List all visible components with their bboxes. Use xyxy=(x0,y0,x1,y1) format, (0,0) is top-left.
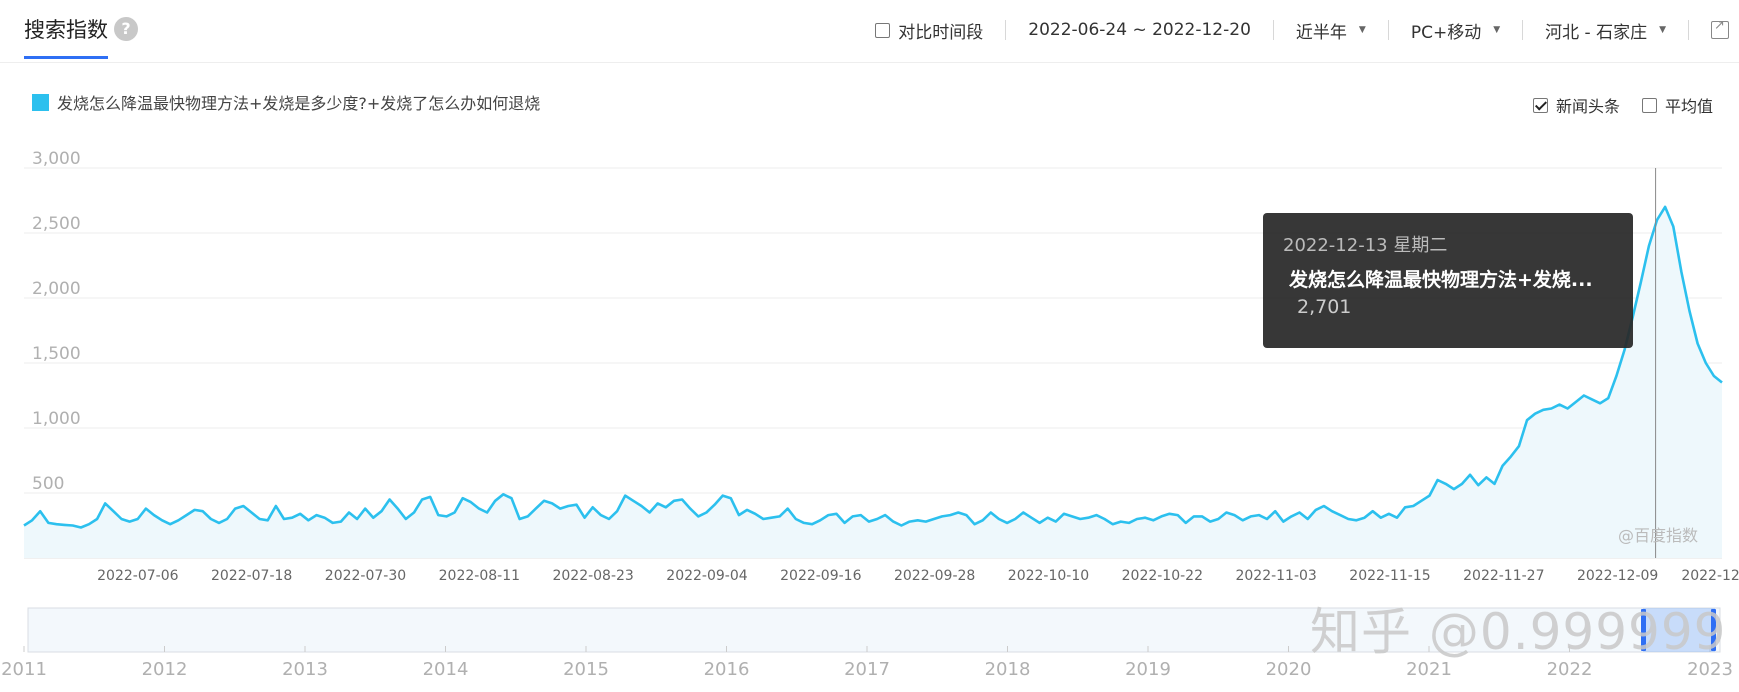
x-tick-label: 2022-09-04 xyxy=(666,568,747,584)
divider xyxy=(1005,20,1007,40)
divider xyxy=(1522,20,1524,40)
navigator-year-label: 2015 xyxy=(563,659,609,680)
region-label: 河北 - 石家庄 xyxy=(1545,22,1648,43)
credit-watermark: 知乎 @0.999999 xyxy=(1310,603,1727,661)
news-toggle[interactable]: 新闻头条 xyxy=(1532,93,1620,117)
navigator-year-label: 2021 xyxy=(1406,659,1452,680)
divider xyxy=(1272,20,1274,40)
x-tick-label: 2022-08-23 xyxy=(552,568,633,584)
x-tick-label: 2022-11-03 xyxy=(1235,568,1316,584)
legend-swatch xyxy=(32,93,49,111)
navigator-year-label: 2019 xyxy=(1125,659,1171,680)
divider xyxy=(1688,20,1689,40)
x-tick-label: 2022-11-15 xyxy=(1349,568,1430,584)
divider xyxy=(1387,20,1389,40)
header-bar: 搜索指数 ? 对比时间段 2022-06-24 ~ 2022-12-20 近半年… xyxy=(0,0,1739,63)
x-tick-label: 2022-07-06 xyxy=(97,568,178,584)
navigator-year-label: 2022 xyxy=(1547,659,1593,680)
question-icon[interactable]: ? xyxy=(114,17,138,41)
navigator-year-label: 2017 xyxy=(844,659,890,680)
y-tick-label: 3,000 xyxy=(32,149,81,169)
x-tick-label: 2022-08-11 xyxy=(439,568,520,584)
x-tick-label: 2022-09-28 xyxy=(894,568,975,584)
navigator-handle-left[interactable] xyxy=(1641,609,1646,651)
legend-series-name: 发烧怎么降温最快物理方法+发烧是多少度?+发烧了怎么办如何退烧 xyxy=(57,94,541,113)
x-tick-label: 2022-12-20 xyxy=(1681,568,1739,584)
y-tick-label: 2,000 xyxy=(32,279,81,299)
x-tick-label: 2022-07-18 xyxy=(211,568,292,584)
x-tick-label: 2022-11-27 xyxy=(1463,568,1544,584)
date-range-picker[interactable]: 2022-06-24 ~ 2022-12-20 xyxy=(1028,20,1251,40)
navigator-year-label: 2013 xyxy=(282,659,328,680)
series-line xyxy=(23,205,1723,529)
tooltip-value: 2,701 xyxy=(1297,296,1352,318)
caret-down-icon: ▼ xyxy=(1358,25,1366,35)
period-dropdown[interactable]: 近半年 ▼ xyxy=(1296,18,1366,43)
news-checkbox[interactable] xyxy=(1532,97,1548,113)
page-title: 搜索指数 xyxy=(24,18,108,42)
x-tick-label: 2022-10-22 xyxy=(1122,568,1203,584)
y-tick-label: 1,000 xyxy=(32,409,81,429)
x-tick-label: 2022-12-09 xyxy=(1577,568,1658,584)
date-range-text: 2022-06-24 ~ 2022-12-20 xyxy=(1028,20,1251,40)
navigator-year-label: 2011 xyxy=(1,659,47,680)
y-tick-label: 1,500 xyxy=(32,344,81,364)
y-tick-label: 2,500 xyxy=(32,214,81,234)
compare-label: 对比时间段 xyxy=(898,22,984,43)
chart-legend[interactable]: 发烧怎么降温最快物理方法+发烧是多少度?+发烧了怎么办如何退烧 xyxy=(32,90,540,114)
tab-underline xyxy=(24,56,108,59)
filter-bar: 对比时间段 2022-06-24 ~ 2022-12-20 近半年 ▼ PC+移… xyxy=(875,16,1729,44)
navigator-year-label: 2016 xyxy=(704,659,750,680)
compare-toggle[interactable]: 对比时间段 xyxy=(875,18,983,43)
navigator-track xyxy=(27,607,1721,653)
average-checkbox[interactable] xyxy=(1641,97,1657,113)
navigator-handle-right[interactable] xyxy=(1711,609,1716,651)
share-icon[interactable] xyxy=(1711,18,1729,39)
caret-down-icon: ▼ xyxy=(1493,25,1501,35)
caret-down-icon: ▼ xyxy=(1659,25,1666,35)
chart-options: 新闻头条 平均值 xyxy=(1511,93,1713,117)
source-watermark: @百度指数 xyxy=(1618,526,1699,545)
navigator-year-label: 2020 xyxy=(1266,659,1312,680)
compare-checkbox[interactable] xyxy=(875,22,891,38)
navigator-year-label: 2018 xyxy=(985,659,1031,680)
navigator-year-label: 2014 xyxy=(423,659,469,680)
x-tick-label: 2022-10-10 xyxy=(1008,568,1089,584)
news-label: 新闻头条 xyxy=(1555,97,1620,116)
navigator-year-label: 2012 xyxy=(142,659,188,680)
y-tick-label: 500 xyxy=(32,474,64,494)
navigator-year-label: 2023 xyxy=(1687,659,1733,680)
device-dropdown[interactable]: PC+移动 ▼ xyxy=(1411,18,1500,43)
average-label: 平均值 xyxy=(1664,97,1713,116)
chart-tooltip: 2022-12-13 星期二 发烧怎么降温最快物理方法+发烧... 2,701 xyxy=(1263,213,1633,348)
average-toggle[interactable]: 平均值 xyxy=(1641,93,1713,117)
region-dropdown[interactable]: 河北 - 石家庄 ▼ xyxy=(1545,18,1666,43)
series-area xyxy=(24,206,1722,558)
tooltip-series-name: 发烧怎么降温最快物理方法+发烧... xyxy=(1289,269,1593,291)
period-label: 近半年 xyxy=(1295,22,1347,43)
navigator-window[interactable] xyxy=(1643,608,1715,652)
x-tick-label: 2022-07-30 xyxy=(325,568,406,584)
x-tick-label: 2022-09-16 xyxy=(780,568,861,584)
device-label: PC+移动 xyxy=(1410,22,1482,43)
tooltip-date: 2022-12-13 星期二 xyxy=(1283,235,1448,256)
